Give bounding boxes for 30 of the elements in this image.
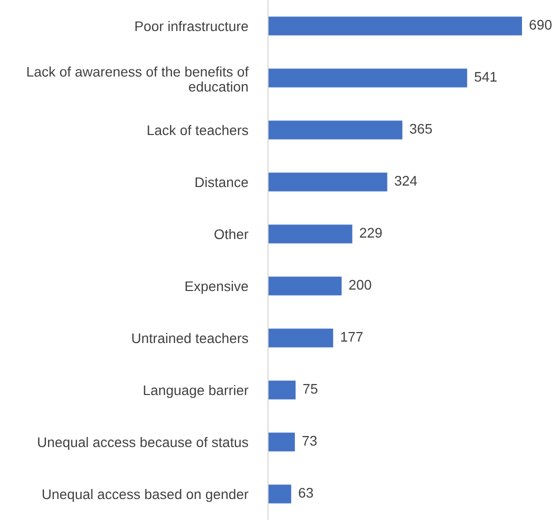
bar xyxy=(268,484,292,504)
data-label: 690 xyxy=(530,20,552,30)
bar xyxy=(268,68,468,88)
data-label: 229 xyxy=(360,228,382,238)
y-tick-label: Unequal access based on gender xyxy=(42,488,248,502)
y-tick-label: Poor infrastructure xyxy=(135,20,248,32)
bar xyxy=(268,120,402,140)
data-label: 73 xyxy=(302,436,317,446)
bar xyxy=(268,380,296,400)
data-label: 541 xyxy=(474,72,497,82)
y-tick-label: Other xyxy=(214,228,248,240)
bar xyxy=(268,172,388,192)
y-tick-label: Lack of awareness of the benefits of education xyxy=(27,66,249,92)
bar xyxy=(268,328,334,348)
data-label: 365 xyxy=(410,124,432,134)
y-tick-label: Lack of teachers xyxy=(148,124,248,136)
data-label: 177 xyxy=(341,332,363,342)
y-tick-label: Language barrier xyxy=(144,384,248,398)
y-tick-label: Expensive xyxy=(186,280,248,294)
data-label: 75 xyxy=(303,384,318,394)
data-label: 324 xyxy=(394,176,417,186)
y-tick-label: Untrained teachers xyxy=(132,332,248,344)
data-label: 63 xyxy=(298,488,313,498)
bar xyxy=(268,276,342,296)
bar xyxy=(268,16,522,36)
bar xyxy=(268,224,352,244)
bar xyxy=(268,432,295,452)
y-tick-label: Unequal access because of status xyxy=(38,436,248,450)
y-tick-label: Distance xyxy=(196,176,248,188)
data-label: 200 xyxy=(349,280,372,290)
